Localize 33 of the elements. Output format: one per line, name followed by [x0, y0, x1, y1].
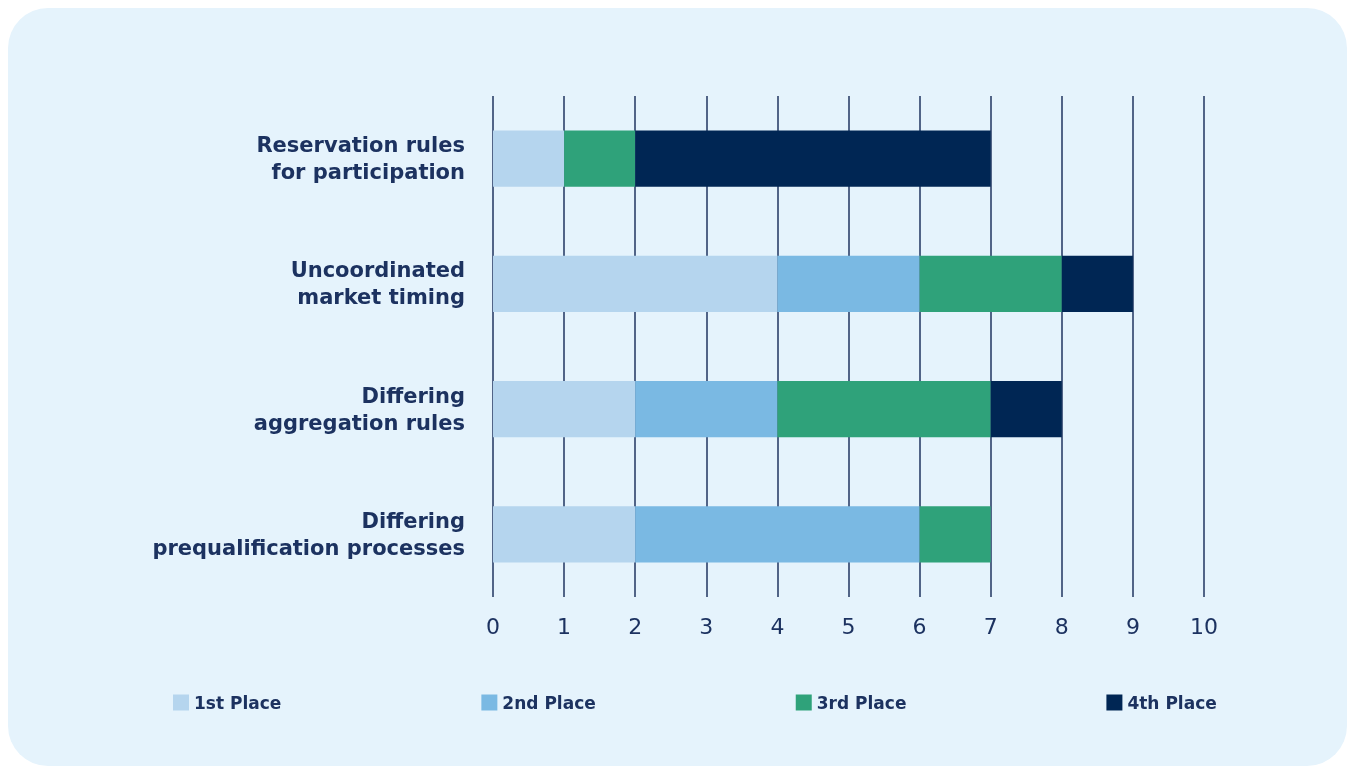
bar — [777, 255, 920, 313]
x-tick-label: 1 — [557, 613, 572, 639]
legend-label: 1st Place — [194, 692, 282, 713]
y-tick-label: Reservation rules for participation — [256, 133, 465, 185]
bar — [990, 380, 1062, 438]
bar — [493, 130, 565, 187]
bar — [493, 380, 636, 438]
y-tick-label: Differing aggregation rules — [253, 383, 465, 435]
legend-label: 3rd Place — [816, 692, 907, 713]
x-tick-label: 4 — [770, 613, 785, 639]
x-tick-label: 8 — [1054, 613, 1069, 639]
legend-label: 2nd Place — [502, 692, 596, 713]
x-tick-label: 7 — [983, 613, 998, 639]
bar — [777, 380, 991, 438]
x-tick-label: 6 — [912, 613, 927, 639]
bar — [919, 255, 1062, 313]
x-tick-label: 10 — [1190, 613, 1218, 639]
y-tick-label: Uncoordinated market timing — [290, 258, 465, 310]
bar — [635, 130, 991, 187]
legend-label: 4th Place — [1127, 692, 1217, 713]
x-tick-label: 0 — [486, 613, 500, 639]
bar — [564, 130, 636, 187]
y-tick-label: Differing prequalification processes — [152, 508, 465, 560]
x-tick-label: 9 — [1125, 613, 1140, 639]
bar — [919, 506, 991, 563]
bar — [493, 255, 778, 313]
bar — [635, 506, 920, 563]
bar — [493, 506, 636, 563]
bar — [635, 380, 778, 438]
x-tick-label: 2 — [628, 613, 643, 639]
x-tick-label: 5 — [841, 613, 856, 639]
bar — [1061, 255, 1133, 313]
x-tick-label: 3 — [699, 613, 714, 639]
